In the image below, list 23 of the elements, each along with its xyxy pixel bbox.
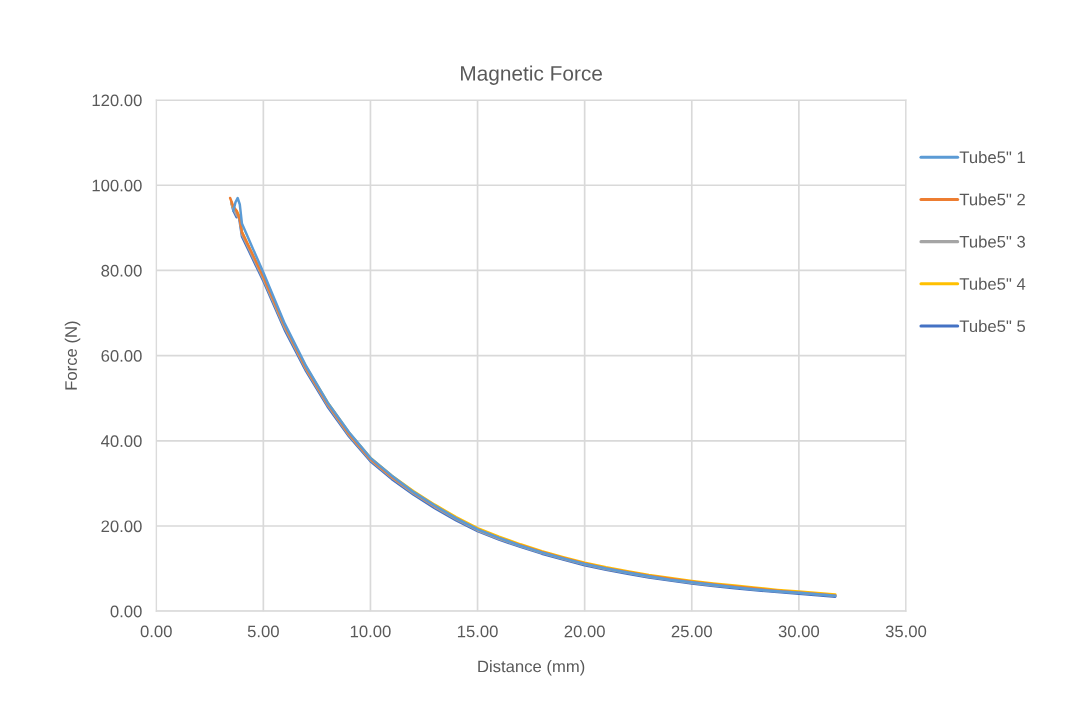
y-tick-label: 40.00 xyxy=(101,435,142,447)
x-tick-label: 5.00 xyxy=(247,625,279,638)
x-tick-label: 30.00 xyxy=(778,625,820,638)
x-tick-label: 0.00 xyxy=(140,625,172,638)
x-tick-label: 35.00 xyxy=(885,625,927,638)
legend-label: Tube5" 5 xyxy=(959,319,1026,333)
y-tick-label: 0.00 xyxy=(110,605,142,618)
y-axis-title: Force (N) xyxy=(64,321,81,390)
y-tick-label: 20.00 xyxy=(101,520,142,533)
chart-title: Magnetic Force xyxy=(461,65,602,85)
y-tick-label: 100.00 xyxy=(92,179,142,192)
x-tick-label: 15.00 xyxy=(457,625,498,638)
y-tick-label: 60.00 xyxy=(101,350,142,362)
y-tick-label: 120.00 xyxy=(92,94,142,107)
y-tick-label: 80.00 xyxy=(101,264,142,277)
x-axis-title: Distance (mm) xyxy=(478,660,585,676)
legend-label: Tube5" 4 xyxy=(959,277,1026,290)
legend-label: Tube5" 2 xyxy=(959,193,1025,206)
x-tick-label: 10.00 xyxy=(350,625,391,638)
legend-label: Tube5" 1 xyxy=(959,150,1025,164)
legend-label: Tube5" 3 xyxy=(959,235,1026,248)
x-tick-label: 25.00 xyxy=(671,625,712,638)
x-tick-label: 20.00 xyxy=(564,625,605,638)
